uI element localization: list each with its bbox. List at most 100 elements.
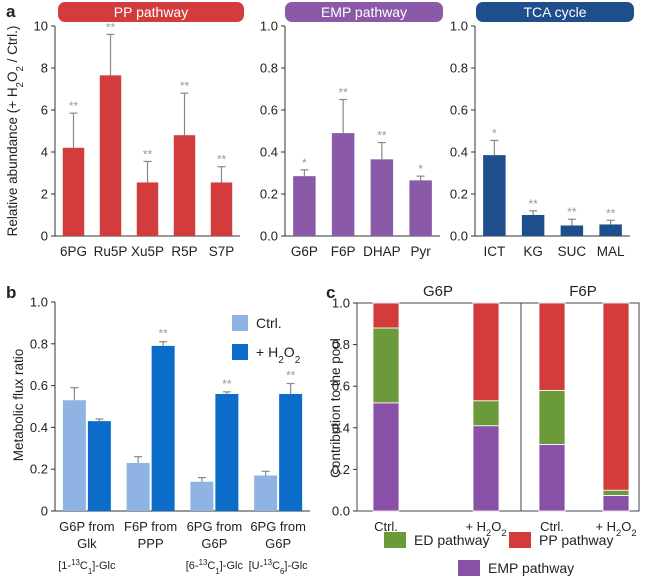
- chart-c-seg-pp-0: [372, 302, 400, 329]
- chart-b-bar-h2o2-1: [151, 345, 175, 511]
- chart-a2-bar-Pyr: [409, 180, 432, 236]
- chart-c-legend-label-ed: ED pathway: [414, 532, 489, 548]
- chart-a3-sig-SUC: **: [567, 205, 577, 219]
- chart-c-x-label-1: + H2O2: [465, 519, 506, 538]
- chart-b-y-label: Metabolic flux ratio: [11, 349, 26, 462]
- chart-a1-sig-S7P: **: [217, 153, 227, 167]
- chart-b-y-tick-label: 0: [41, 504, 48, 519]
- chart-b-tracer-label-2-part: 13: [199, 558, 208, 567]
- chart-b-legend-swatch-h2o2: [232, 344, 248, 360]
- panel-letter-b: b: [6, 283, 16, 302]
- chart-a2-x-label-DHAP: DHAP: [363, 244, 401, 259]
- chart-a1-bar-S7P: [210, 182, 233, 236]
- chart-a2-title: EMP pathway: [321, 4, 407, 20]
- chart-b-tracer-label-0-part: 13: [71, 558, 80, 567]
- chart-b-bar-ctrl-2: [190, 481, 214, 511]
- chart-b-tracer-label-0-part: C: [80, 560, 88, 572]
- chart-a1-y-tick-label: 10: [34, 19, 48, 34]
- chart-b-legend-label-h2o2-part: 2: [295, 355, 301, 366]
- chart-a3-bar-SUC: [560, 225, 584, 236]
- chart-a1-bar-Xu5P: [136, 182, 159, 236]
- chart-c-seg-emp-3: [602, 494, 630, 512]
- chart-b-tracer-label-3-part: C: [272, 560, 280, 572]
- chart-b-tracer-label-0-part: [1-: [58, 560, 71, 572]
- chart-a2-title-badge: [285, 2, 443, 22]
- chart-c-legend-label-pp_path: PP pathway: [539, 532, 613, 548]
- chart-b-sig-1: **: [158, 327, 168, 341]
- chart-b-tracer-label-2: [6-13C1]-Glc: [186, 558, 244, 576]
- chart-c-y-label-part: Contribution to the pool: [328, 338, 343, 478]
- chart-b-x-label-line2-2: G6P: [201, 536, 227, 551]
- chart-c-y-tick-label: 0.8: [332, 337, 350, 352]
- chart-b-tracer-label-3-part: 6: [280, 567, 285, 576]
- chart-a1-y-tick-label: 6: [41, 103, 48, 118]
- chart-c-seg-pp-2: [538, 302, 566, 391]
- chart-c-legend-label-emp_path: EMP pathway: [488, 560, 574, 576]
- chart-a1-y-tick-label: 2: [41, 187, 48, 202]
- chart-b-x-label-line1-1: F6P from: [124, 519, 177, 534]
- chart-a2-y-tick-label: 1.0: [260, 19, 278, 34]
- chart-a3-y-tick-label: 0.4: [450, 145, 468, 160]
- chart-c-seg-emp-0: [372, 402, 400, 512]
- chart-c-seg-ed-3: [602, 489, 630, 496]
- chart-b-bar-ctrl-1: [126, 462, 150, 511]
- chart-b-tracer-label-2-part: C: [207, 560, 215, 572]
- chart-a1-sig-R5P: **: [180, 79, 190, 93]
- chart-c-frame-f6p: [520, 302, 640, 512]
- chart-a1-y-tick-label: 0: [41, 229, 48, 244]
- chart-a2-y-tick-label: 0.2: [260, 187, 278, 202]
- chart-b-x-label-line1-2: 6PG from: [187, 519, 243, 534]
- chart-a1-x-label-Xu5P: Xu5P: [131, 244, 164, 259]
- chart-a3-x-label-MAL: MAL: [597, 244, 625, 259]
- chart-a1-y-label-part: / Ctrl.): [5, 26, 20, 67]
- chart-b-sig-3: **: [286, 369, 296, 383]
- chart-c-y-tick-label: 1.0: [332, 296, 350, 311]
- chart-c-group-title-f6p: F6P: [569, 283, 597, 300]
- chart-c-seg-emp-1: [472, 425, 500, 512]
- chart-a1-y-label-part: Relative abundance (+ H: [5, 87, 20, 236]
- chart-b-y-label-part: Metabolic flux ratio: [11, 349, 26, 462]
- chart-a3-y-tick-label: 0.8: [450, 61, 468, 76]
- chart-a1-y-tick-label: 4: [41, 145, 48, 160]
- chart-a2-x-label-Pyr: Pyr: [411, 244, 432, 259]
- chart-a2-sig-DHAP: **: [377, 129, 387, 143]
- chart-b-bar-ctrl-3: [254, 475, 278, 511]
- chart-c-x-label-0-part: Ctrl.: [374, 519, 398, 534]
- chart-c-y-tick-label: 0.2: [332, 462, 350, 477]
- chart-a2-sig-F6P: **: [338, 86, 348, 100]
- chart-b-tracer-label-3: [U-13C6]-Glc: [249, 558, 309, 576]
- chart-c-y-tick-label: 0.0: [332, 504, 350, 519]
- chart-b-legend-label-h2o2-part: O: [284, 344, 295, 360]
- chart-a2-x-label-F6P: F6P: [331, 244, 356, 259]
- chart-a2-bar-DHAP: [370, 159, 394, 236]
- chart-b-legend-label-h2o2-part: 2: [278, 355, 284, 366]
- chart-b-legend-swatch-ctrl: [232, 315, 248, 331]
- chart-a2-y-tick-label: 0.6: [260, 103, 278, 118]
- chart-b-legend-label-h2o2-part: + H: [256, 344, 278, 360]
- chart-a2-sig-Pyr: *: [418, 162, 423, 176]
- chart-a1-x-label-S7P: S7P: [209, 244, 235, 259]
- chart-a3-sig-ICT: *: [492, 126, 497, 140]
- chart-a1-sig-6PG: **: [69, 99, 79, 113]
- chart-a3-sig-KG: **: [528, 197, 538, 211]
- chart-b-tracer-label-0-part: ]-Glc: [92, 560, 116, 572]
- chart-a3-sig-MAL: **: [606, 206, 616, 220]
- chart-b-y-tick-label: 0.2: [30, 462, 48, 477]
- chart-b-legend-label-h2o2: + H2O2: [256, 344, 301, 366]
- chart-b-x-label-line1-0: G6P from: [59, 519, 114, 534]
- chart-c-y-tick-label: 0.6: [332, 379, 350, 394]
- chart-a1-x-label-Ru5P: Ru5P: [94, 244, 128, 259]
- chart-a1-y-label-part: 2: [15, 66, 26, 71]
- chart-b-x-label-line2-0: Glk: [77, 536, 97, 551]
- chart-a3-bar-ICT: [483, 155, 506, 236]
- chart-b-bar-h2o2-2: [215, 393, 239, 511]
- chart-b-bar-h2o2-0: [87, 421, 111, 511]
- chart-a2-y-tick-label: 0.8: [260, 61, 278, 76]
- chart-a3-y-tick-label: 0.0: [450, 229, 468, 244]
- chart-a1-title: PP pathway: [114, 4, 188, 20]
- chart-b-sig-2: **: [222, 377, 232, 391]
- chart-b-tracer-label-2-part: 1: [215, 567, 220, 576]
- chart-a1-bar-Ru5P: [99, 75, 122, 236]
- chart-c-x-label-1-part: 2: [486, 528, 491, 538]
